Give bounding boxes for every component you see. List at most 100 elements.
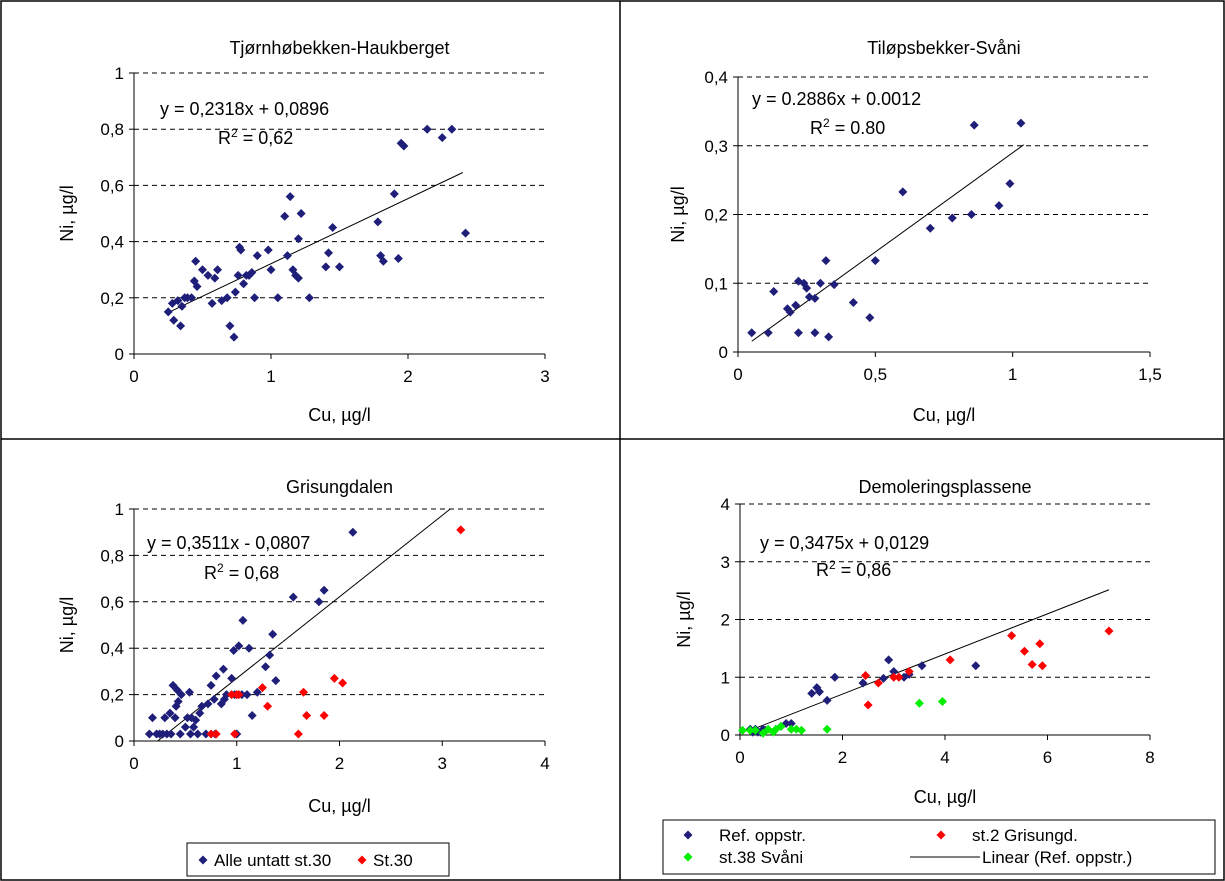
x-axis-label: Cu, µg/l [914, 787, 976, 807]
data-point [280, 211, 290, 221]
chart-title: Tjørnhøbekken-Haukberget [229, 38, 449, 58]
data-point [889, 672, 899, 682]
data-point [211, 729, 221, 739]
data-point [265, 650, 275, 660]
data-point [191, 256, 201, 266]
data-point [917, 661, 927, 671]
data-point [776, 721, 786, 731]
series-1 [747, 118, 1026, 342]
data-point [904, 666, 914, 676]
data-point [329, 673, 339, 683]
data-point [173, 296, 183, 306]
data-point [166, 729, 176, 739]
data-point [791, 300, 801, 310]
data-point [848, 298, 858, 307]
data-point [210, 273, 220, 283]
data-point [319, 710, 329, 720]
x-axis-label: Cu, µg/l [308, 405, 370, 425]
x-tick-label: 1,5 [1138, 365, 1162, 384]
data-point [814, 687, 824, 697]
y-tick-label: 0 [115, 732, 124, 751]
y-tick-label: 1 [115, 500, 124, 519]
data-point [750, 725, 760, 735]
x-tick-label: 8 [1145, 748, 1154, 767]
y-tick-label: 0,8 [100, 120, 124, 139]
data-point [229, 332, 239, 342]
y-tick-label: 1 [115, 64, 124, 83]
legend-marker [198, 855, 208, 865]
data-point [793, 328, 803, 338]
data-point [966, 210, 976, 219]
data-point [314, 597, 324, 607]
legend-label: st.2 Grisungd. [972, 826, 1078, 845]
data-point [747, 328, 757, 338]
x-tick-label: 0,5 [864, 365, 888, 384]
r-squared: R2 = 0.80 [810, 116, 885, 138]
data-point [299, 687, 309, 697]
legend-label: St.30 [373, 851, 413, 870]
data-point [239, 279, 249, 289]
data-point [969, 120, 979, 130]
data-point [824, 332, 834, 342]
y-tick-label: 0,2 [100, 289, 124, 308]
y-axis-label: Ni, µg/l [57, 185, 77, 241]
r-squared: R2 = 0,62 [218, 126, 293, 148]
data-point [263, 245, 273, 255]
data-point [221, 690, 231, 700]
legend-label: Ref. oppstr. [719, 826, 806, 845]
data-point [348, 527, 358, 537]
legend-marker [683, 852, 693, 862]
data-point [447, 124, 457, 134]
data-point [268, 629, 278, 639]
data-point [234, 690, 244, 700]
data-point [263, 701, 273, 711]
series-1 [163, 124, 471, 342]
x-tick-label: 3 [540, 367, 549, 386]
data-point [211, 671, 221, 681]
data-point [758, 728, 768, 738]
data-point [815, 278, 825, 288]
data-point [319, 585, 329, 595]
data-point [252, 687, 262, 697]
data-point [925, 223, 935, 233]
y-tick-label: 0,2 [704, 206, 728, 225]
x-tick-label: 3 [438, 754, 447, 773]
data-point [261, 662, 271, 672]
data-point [328, 223, 338, 233]
data-point [786, 724, 796, 734]
legend-marker [936, 830, 946, 840]
data-point [293, 234, 303, 244]
r-squared: R2 = 0,86 [816, 558, 891, 580]
legend-marker [683, 830, 693, 840]
x-tick-label: 0 [129, 367, 138, 386]
data-point [738, 725, 748, 735]
data-point [229, 646, 239, 656]
data-point [378, 256, 388, 266]
y-tick-label: 4 [721, 495, 730, 514]
data-point [160, 713, 170, 723]
data-point [203, 699, 213, 709]
data-point [945, 655, 955, 665]
x-tick-label: 0 [733, 365, 742, 384]
x-tick-label: 4 [940, 748, 949, 767]
r-squared-prefix: R [810, 118, 823, 138]
data-point [193, 729, 203, 739]
data-point [937, 697, 947, 707]
legend-box [186, 842, 450, 877]
y-tick-label: 3 [721, 553, 730, 572]
data-point [338, 678, 348, 688]
data-point [296, 209, 306, 218]
r-squared-sup: 2 [823, 116, 830, 130]
legend-marker [357, 855, 367, 865]
data-point [898, 187, 908, 197]
data-point [807, 688, 817, 698]
data-point [302, 710, 312, 720]
series-2 [861, 626, 1114, 710]
data-point [786, 718, 796, 728]
r-squared-value: = 0,62 [238, 128, 294, 148]
data-point [195, 708, 205, 718]
trend-equation: y = 0,2318x + 0,0896 [160, 99, 329, 119]
data-point [175, 729, 185, 739]
data-point [201, 729, 211, 739]
data-point [176, 690, 186, 700]
